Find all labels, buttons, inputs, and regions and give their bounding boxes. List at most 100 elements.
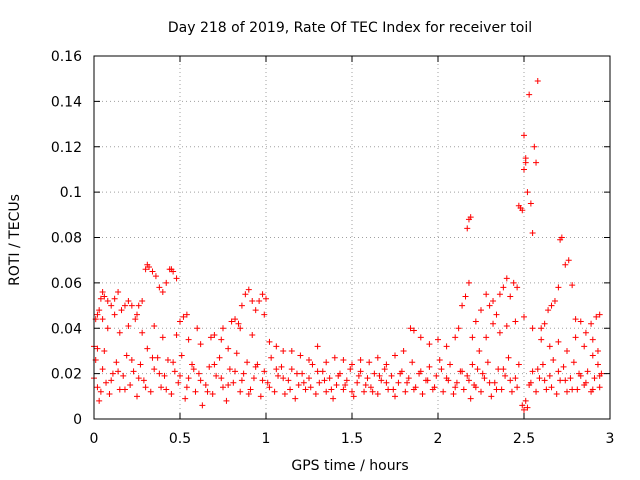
data-point	[514, 384, 521, 391]
data-point	[522, 155, 529, 162]
data-point	[300, 379, 307, 386]
data-point	[388, 372, 395, 379]
data-point	[397, 370, 404, 377]
data-point	[128, 302, 135, 309]
data-point	[271, 388, 278, 395]
data-point	[287, 386, 294, 393]
data-point	[496, 291, 503, 298]
data-point	[453, 379, 460, 386]
data-point	[116, 329, 123, 336]
data-point	[240, 370, 247, 377]
data-point	[223, 397, 230, 404]
data-point	[323, 359, 330, 366]
data-point	[213, 372, 220, 379]
y-tick-label: 0.06	[51, 276, 82, 292]
data-point	[238, 377, 245, 384]
data-point	[431, 384, 438, 391]
data-point	[591, 375, 598, 382]
data-point	[526, 91, 533, 98]
y-tick-label: 0.08	[51, 231, 82, 247]
data-point	[529, 325, 536, 332]
data-point	[149, 268, 156, 275]
data-point	[140, 377, 147, 384]
data-point	[521, 132, 527, 139]
data-point	[524, 404, 531, 411]
data-point	[116, 386, 123, 393]
data-point	[211, 332, 218, 339]
data-point	[500, 366, 507, 373]
data-point	[249, 298, 256, 305]
data-point	[151, 366, 158, 373]
data-point	[483, 334, 490, 341]
data-point	[108, 377, 115, 384]
data-point	[340, 386, 347, 393]
data-point	[163, 386, 170, 393]
data-point	[295, 381, 302, 388]
data-point	[538, 325, 545, 332]
data-point	[443, 343, 450, 350]
data-point	[328, 386, 335, 393]
data-point	[508, 388, 515, 395]
data-point	[519, 402, 526, 409]
data-point	[281, 391, 288, 398]
data-point	[476, 347, 483, 354]
data-point	[121, 386, 128, 393]
data-point	[232, 316, 239, 323]
data-point	[514, 284, 521, 291]
data-point	[459, 368, 466, 375]
data-point	[481, 375, 488, 382]
data-point	[417, 334, 424, 341]
data-point	[478, 388, 484, 395]
data-point	[349, 388, 355, 395]
data-point	[263, 295, 269, 302]
data-point	[257, 393, 264, 400]
data-point	[550, 357, 557, 364]
data-point	[543, 386, 550, 393]
data-point	[220, 384, 226, 391]
data-point	[144, 345, 151, 352]
data-point	[572, 316, 579, 323]
data-point	[99, 288, 106, 295]
data-point	[319, 368, 326, 375]
data-point	[132, 316, 139, 323]
data-point	[335, 372, 342, 379]
data-point	[266, 384, 273, 391]
data-point	[455, 325, 462, 332]
data-point	[292, 395, 299, 402]
data-point	[519, 207, 526, 214]
data-point	[433, 372, 440, 379]
data-point	[261, 311, 268, 318]
data-point	[419, 391, 426, 398]
data-point	[135, 375, 142, 382]
data-point	[364, 375, 371, 382]
data-point	[94, 384, 101, 391]
data-point	[316, 379, 323, 386]
data-point	[565, 257, 572, 264]
data-point	[173, 332, 180, 339]
data-point	[194, 325, 201, 332]
data-point	[577, 318, 584, 325]
data-point	[546, 372, 553, 379]
data-point	[503, 322, 510, 329]
data-point	[280, 347, 287, 354]
data-point	[483, 291, 490, 298]
data-point	[173, 275, 180, 282]
data-point	[462, 293, 469, 300]
data-point	[539, 361, 546, 368]
data-point	[309, 361, 316, 368]
y-tick-label: 0.1	[60, 185, 82, 201]
data-point	[459, 302, 466, 309]
data-point	[312, 391, 319, 398]
data-point	[142, 384, 149, 391]
data-point	[115, 368, 122, 375]
data-point	[570, 359, 577, 366]
data-point	[185, 336, 192, 343]
chart-title: Day 218 of 2019, Rate Of TEC Index for r…	[168, 20, 532, 36]
data-point	[314, 343, 321, 350]
data-point	[175, 379, 182, 386]
data-point	[381, 366, 388, 373]
data-point	[555, 368, 562, 375]
data-point	[104, 298, 111, 305]
data-point	[503, 275, 510, 282]
data-point	[103, 379, 110, 386]
